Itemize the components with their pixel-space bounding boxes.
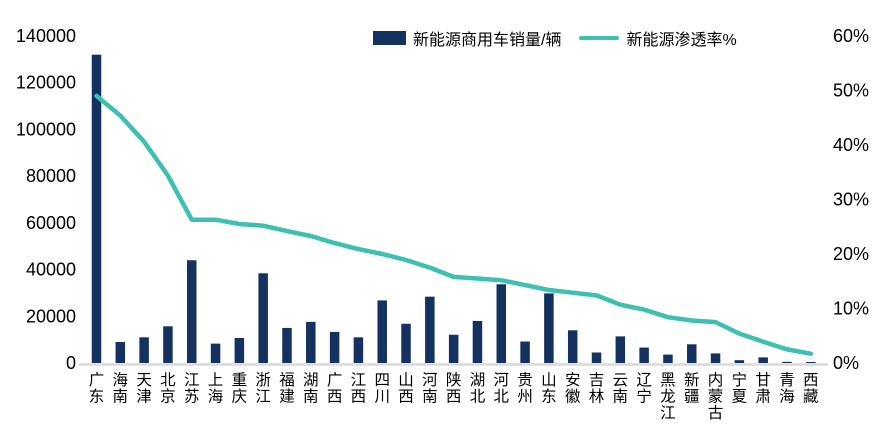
bar-广西 [329,331,340,363]
legend-line-label: 新能源渗透率% [626,32,737,49]
x-axis-labels: 广东海南天津北京江苏上海重庆浙江福建湖南广西江西四川山西河南陕西湖北河北贵州山东… [89,371,819,422]
y-left-tick-label: 0 [66,353,76,373]
x-label-宁夏: 宁夏 [732,371,748,406]
x-label-上海: 上海 [208,371,224,406]
bar-内蒙古 [710,353,721,363]
x-label-陕西: 陕西 [446,371,462,406]
x-label-甘肃: 甘肃 [755,371,771,406]
bar-青海 [782,361,792,363]
y-left-tick-label: 140000 [16,26,76,46]
chart-legend: 新能源商用车销量/辆 新能源渗透率% [373,27,737,49]
bars-group [91,54,816,363]
y-right-tick-label: 30% [833,190,869,210]
bar-贵州 [520,341,530,363]
bar-甘肃 [758,357,768,363]
y-right-tick-label: 20% [833,244,869,264]
x-label-湖北: 湖北 [470,371,486,406]
bar-福建 [282,327,292,363]
bar-安徽 [567,330,578,363]
y-left-tick-label: 80000 [26,166,76,186]
x-label-山东: 山东 [541,371,557,406]
bar-宁夏 [734,360,745,363]
bar-新疆 [687,344,697,363]
x-label-云南: 云南 [613,372,629,406]
bar-海南 [115,341,126,363]
y-right-tick-label: 50% [833,81,869,101]
x-label-重庆: 重庆 [232,371,248,406]
bar-上海 [210,343,221,363]
y-right-tick-label: 10% [833,299,869,319]
legend-line-swatch-icon [579,35,620,41]
y-right-tick-label: 0% [833,353,859,373]
x-label-广东: 广东 [89,371,105,406]
x-label-四川: 四川 [374,372,390,406]
x-label-青海: 青海 [779,371,795,406]
bar-云南 [615,336,626,363]
bar-浙江 [258,273,268,363]
bar-湖北 [472,320,483,363]
bar-陕西 [448,334,459,363]
y-left-tick-label: 40000 [26,260,76,280]
x-label-江苏: 江苏 [184,371,200,406]
bar-山西 [401,323,411,363]
x-label-黑龙江: 黑龙江 [660,372,676,422]
legend-bar-swatch-icon [373,31,406,45]
x-label-贵州: 贵州 [517,371,533,406]
y-left-tick-label: 60000 [26,213,76,233]
bar-黑龙江 [663,354,673,363]
bar-辽宁 [639,347,649,363]
penetration-rate-line [94,93,814,356]
x-label-天津: 天津 [136,372,152,406]
bar-吉林 [591,352,602,363]
y-axis-right-labels: 0% 10% 20% 30% 40% 50% 60% [833,26,869,373]
bar-湖南 [306,321,316,363]
x-label-海南: 海南 [113,371,129,406]
bar-天津 [139,337,149,363]
x-label-内蒙古: 内蒙古 [708,371,724,422]
x-label-吉林: 吉林 [589,371,605,406]
bar-山东 [544,293,554,363]
y-axis-left-labels: 0 20000 40000 60000 80000 100000 120000 140000 [16,26,76,373]
y-left-tick-label: 20000 [26,306,76,326]
y-right-tick-label: 60% [833,26,869,46]
x-label-山西: 山西 [398,371,414,406]
bar-广东 [91,54,102,363]
bar-四川 [377,300,387,363]
x-label-新疆: 新疆 [684,371,700,406]
legend-bar-label: 新能源商用车销量/辆 [413,32,562,49]
y-left-tick-label: 100000 [16,119,76,139]
x-label-河北: 河北 [494,371,510,406]
y-right-tick-label: 40% [833,135,869,155]
y-left-tick-label: 120000 [16,73,76,93]
bar-重庆 [234,338,245,363]
bar-河南 [425,296,435,363]
x-label-江西: 江西 [351,371,367,406]
x-label-西藏: 西藏 [803,372,819,406]
x-label-福建: 福建 [279,371,295,406]
x-label-辽宁: 辽宁 [636,371,652,406]
bar-江苏 [186,260,197,363]
bar-北京 [163,326,173,363]
x-label-浙江: 浙江 [255,371,271,406]
bar-西藏 [806,362,816,363]
x-label-河南: 河南 [422,371,438,406]
x-label-湖南: 湖南 [303,371,319,406]
bar-江西 [353,337,364,363]
x-label-广西: 广西 [327,371,343,406]
bar-河北 [496,284,507,363]
x-label-安徽: 安徽 [565,371,581,406]
x-label-北京: 北京 [160,371,176,406]
